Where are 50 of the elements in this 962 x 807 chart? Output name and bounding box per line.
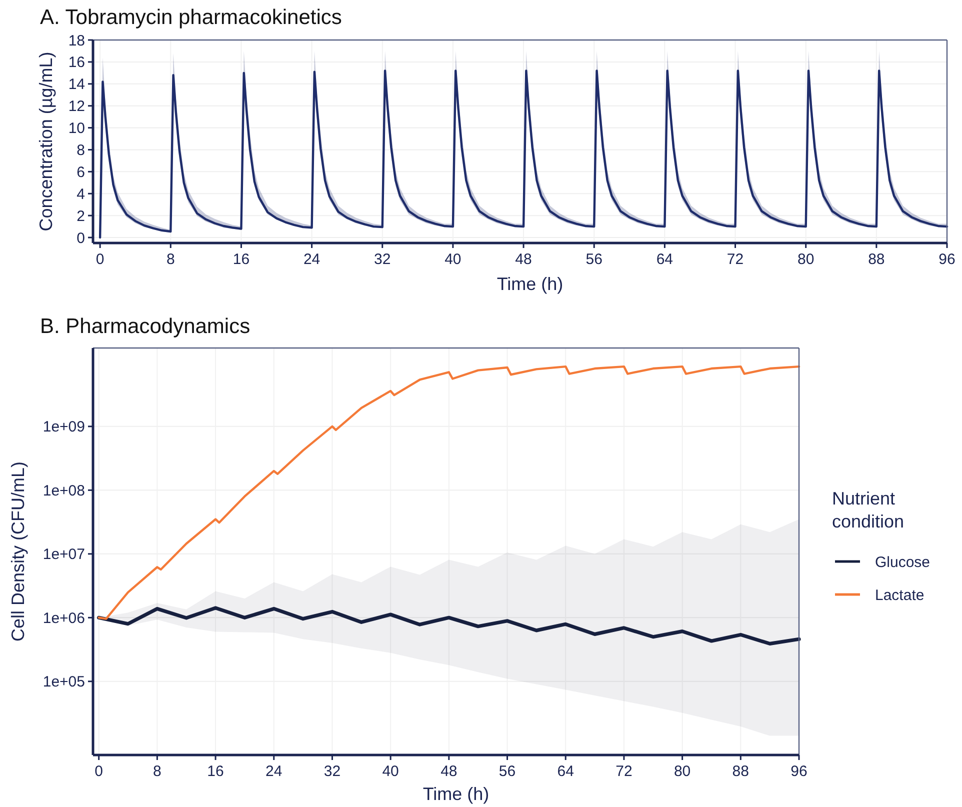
- x-tick-label: 16: [207, 763, 224, 780]
- y-tick-label: 1e+09: [42, 418, 85, 436]
- x-axis-title: Time (h): [496, 274, 564, 294]
- x-tick-label: 48: [440, 763, 458, 780]
- x-tick-label: 8: [153, 763, 162, 780]
- chart-title: A. Tobramycin pharmacokinetics: [40, 6, 342, 29]
- x-tick-label: 0: [94, 763, 104, 780]
- x-tick-label: 48: [515, 251, 532, 268]
- x-tick-label: 32: [324, 763, 341, 780]
- y-tick-label: 12: [68, 98, 85, 116]
- x-tick-label: 80: [674, 763, 691, 780]
- chart-title: B. Pharmacodynamics: [40, 315, 250, 338]
- y-tick-label: 0: [76, 230, 85, 247]
- y-tick-label: 14: [68, 76, 85, 94]
- y-tick-label: 6: [76, 164, 85, 181]
- x-tick-label: 72: [726, 251, 744, 268]
- x-tick-label: 80: [798, 251, 814, 268]
- legend-label: Lactate: [875, 586, 924, 604]
- y-tick-label: 18: [68, 32, 85, 50]
- x-tick-label: 96: [790, 763, 808, 780]
- y-tick-label: 1e+05: [42, 674, 85, 691]
- x-tick-label: 56: [498, 763, 516, 780]
- x-tick-label: 72: [616, 763, 632, 780]
- x-tick-label: 16: [232, 251, 250, 268]
- y-tick-label: 10: [68, 120, 85, 138]
- x-tick-label: 88: [732, 763, 749, 780]
- legend-label: Glucose: [875, 554, 930, 571]
- y-tick-label: 16: [68, 54, 85, 72]
- y-tick-label: 8: [76, 142, 85, 159]
- y-tick-label: 1e+08: [42, 482, 85, 500]
- x-tick-label: 64: [557, 763, 574, 780]
- x-tick-label: 0: [96, 251, 104, 268]
- x-tick-label: 40: [382, 763, 399, 780]
- x-tick-label: 40: [444, 251, 462, 268]
- y-tick-label: 2: [76, 208, 85, 225]
- legend-title: Nutrient condition: [832, 488, 904, 532]
- x-tick-label: 96: [938, 251, 956, 268]
- x-tick-label: 24: [266, 763, 282, 780]
- x-tick-label: 32: [374, 251, 391, 268]
- x-tick-label: 8: [166, 251, 175, 268]
- y-axis-title: Concentration (µg/mL): [36, 52, 56, 232]
- y-axis-title: Cell Density (CFU/mL): [8, 461, 28, 642]
- x-axis-title: Time (h): [422, 784, 490, 804]
- x-tick-label: 88: [868, 251, 885, 268]
- x-tick-label: 56: [586, 251, 602, 268]
- y-tick-label: 4: [76, 186, 85, 203]
- x-tick-label: 64: [656, 251, 674, 268]
- y-tick-label: 1e+07: [42, 546, 85, 564]
- x-tick-label: 24: [303, 251, 320, 268]
- y-tick-label: 1e+06: [42, 610, 85, 627]
